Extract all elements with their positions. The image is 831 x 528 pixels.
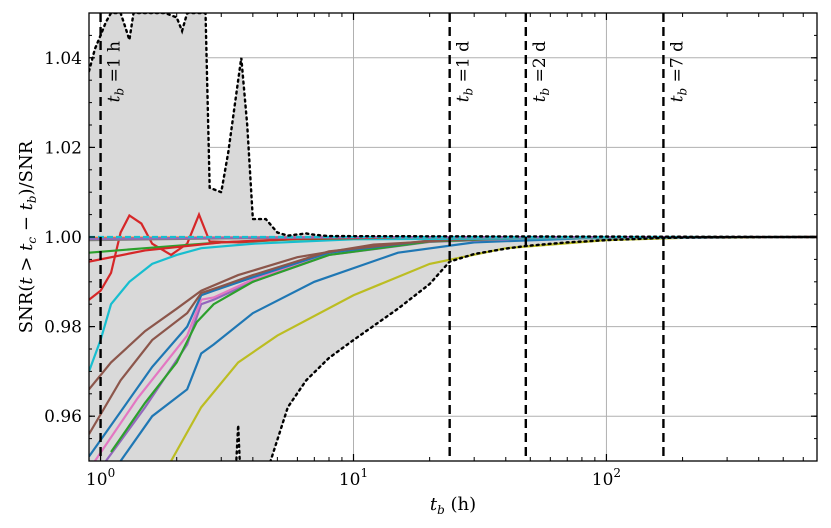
y-tick-label-2: 1.00 bbox=[44, 228, 82, 248]
y-tick-label-0: 0.96 bbox=[44, 407, 82, 427]
x-tick-label-1: 101 bbox=[339, 466, 368, 490]
y-tick-label-3: 1.02 bbox=[44, 138, 82, 158]
envelope-lower-line bbox=[235, 235, 817, 461]
y-axis-label: SNR(t > tc − tb)/SNR bbox=[16, 140, 39, 333]
y-tick-label-1: 0.98 bbox=[44, 318, 82, 338]
series-lines bbox=[89, 13, 817, 461]
vline-label-2: tb =2 d bbox=[530, 41, 552, 102]
series-line-1 bbox=[119, 235, 817, 461]
axis-ticks: 0.96 0.98 1.00 1.02 1.04 100 101 102 bbox=[44, 12, 817, 490]
envelope-fill bbox=[89, 13, 817, 461]
x-tick-label-2: 102 bbox=[592, 466, 621, 490]
vline-label-1: tb =1 d bbox=[454, 41, 476, 102]
vline-label-0: tb =1 h bbox=[105, 41, 127, 102]
envelope-band bbox=[89, 13, 817, 461]
x-axis-label: tb (h) bbox=[430, 494, 476, 517]
vertical-markers: tb =1 h tb =1 d tb =2 d tb =7 d bbox=[99, 13, 689, 461]
series-line-8 bbox=[89, 235, 817, 372]
series-line-7 bbox=[89, 235, 817, 391]
y-tick-label-4: 1.04 bbox=[44, 49, 82, 69]
envelope-upper-line bbox=[89, 13, 817, 239]
vline-label-3: tb =7 d bbox=[667, 41, 689, 102]
x-tick-label-0: 100 bbox=[86, 466, 115, 490]
